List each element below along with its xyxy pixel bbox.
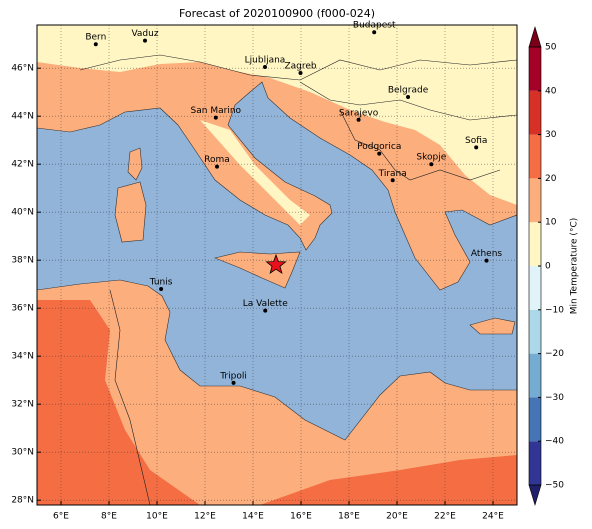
x-tick-label: 8°E	[101, 512, 117, 522]
colorbar-tick-label: 40	[545, 86, 557, 96]
city-label: Athens	[471, 249, 502, 259]
city-label: Roma	[204, 155, 230, 165]
city-dot	[213, 115, 218, 120]
colorbar-extend-min	[528, 484, 542, 507]
city-dot	[215, 164, 219, 169]
colorbar-segment	[529, 47, 541, 91]
border	[109, 289, 151, 505]
colorbar-segment	[529, 441, 541, 485]
colorbar-segment	[529, 178, 541, 223]
city-dot	[263, 65, 267, 69]
x-tick-label: 16°E	[290, 512, 312, 522]
grid-layer	[37, 25, 517, 505]
colorbar-tick-label: 30	[545, 130, 557, 140]
colorbar: −50 −40 −30 −20 −10 0 10 20 30 40 50	[528, 25, 564, 507]
colorbar-tick-label: 10	[545, 218, 557, 228]
city-dot	[143, 38, 147, 43]
city-label: Tirana	[378, 169, 407, 179]
city-label: Ljubljana	[245, 56, 286, 66]
city-dot	[372, 30, 377, 35]
y-tick-label: 46°N	[11, 64, 34, 74]
colorbar-segment	[529, 397, 541, 442]
colorbar-segment	[529, 134, 541, 179]
city-dot	[263, 308, 268, 313]
y-tick-label: 28°N	[11, 496, 34, 506]
city-dot	[377, 151, 382, 156]
y-tick-label: 38°N	[11, 256, 34, 266]
colorbar-segment	[529, 266, 541, 310]
title: Forecast of 2020100900 (f000-024)	[179, 7, 375, 20]
city-dot	[356, 117, 361, 122]
border	[79, 54, 517, 81]
y-tick-label: 34°N	[11, 352, 34, 362]
warm-region	[37, 300, 200, 505]
y-tick-label: 32°N	[11, 400, 34, 410]
border	[339, 109, 501, 181]
y-tick-label: 30°N	[11, 448, 34, 458]
x-tick-label: 24°E	[482, 512, 504, 522]
x-tick-label: 22°E	[434, 512, 456, 522]
colorbar-segment	[529, 353, 541, 398]
island	[469, 317, 516, 335]
colorbar-tick-label: −40	[545, 437, 564, 447]
x-tick-label: 10°E	[146, 512, 168, 522]
city-label: Tripoli	[219, 371, 247, 381]
city-label: San Marino	[191, 106, 242, 116]
city-dot	[93, 42, 98, 47]
city-label: Skopje	[416, 153, 446, 163]
colorbar-segment	[529, 309, 541, 354]
city-dot	[474, 145, 479, 150]
colorbar-segment	[529, 222, 541, 266]
warm-region	[380, 160, 440, 225]
colorbar-tick-label: 50	[545, 43, 557, 53]
city-dot	[484, 258, 489, 263]
colorbar-tick-label: −10	[545, 305, 564, 315]
city-dot	[406, 95, 411, 99]
x-tick-label: 14°E	[242, 512, 264, 522]
y-tick-label: 44°N	[11, 112, 34, 122]
island	[127, 147, 143, 181]
city-dot	[390, 178, 395, 183]
colorbar-label: Min Temperature (°C)	[570, 218, 580, 315]
cool-region	[200, 120, 310, 225]
colorbar-tick-label: −20	[545, 349, 564, 359]
colorbar-segment	[529, 90, 541, 135]
city-label: Budapest	[353, 21, 396, 31]
city-dot	[159, 287, 164, 291]
city-dot	[231, 380, 236, 385]
city-dot	[429, 162, 434, 167]
colorbar-extend-max	[528, 25, 542, 48]
y-tick-label: 40°N	[11, 208, 34, 218]
x-tick-label: 6°E	[53, 512, 69, 522]
x-tick-label: 12°E	[194, 512, 216, 522]
colorbar-tick-label: −50	[545, 481, 564, 491]
city-label: Podgorica	[357, 142, 401, 152]
y-tick-label: 36°N	[11, 304, 34, 314]
map-frame	[36, 24, 518, 506]
city-label: Bern	[85, 33, 106, 43]
x-tick-label: 18°E	[338, 512, 360, 522]
star-marker	[265, 253, 287, 275]
city-dot	[298, 71, 303, 75]
city-label: Belgrade	[388, 86, 429, 96]
city-label: Vaduz	[131, 29, 158, 39]
city-label: Tunis	[149, 278, 173, 288]
city-label: Zagreb	[284, 62, 316, 72]
island	[214, 251, 301, 289]
colorbar-tick-label: 20	[545, 174, 557, 184]
colorbar-tick-label: 0	[545, 262, 551, 272]
border	[299, 81, 517, 121]
city-label: Sofia	[465, 136, 487, 146]
colorbar-tick-label: −30	[545, 393, 564, 403]
x-tick-label: 20°E	[386, 512, 408, 522]
y-tick-label: 42°N	[11, 160, 34, 170]
city-label: La Valette	[243, 299, 288, 309]
city-label: Sarajevo	[339, 108, 379, 118]
warm-region	[260, 455, 517, 505]
